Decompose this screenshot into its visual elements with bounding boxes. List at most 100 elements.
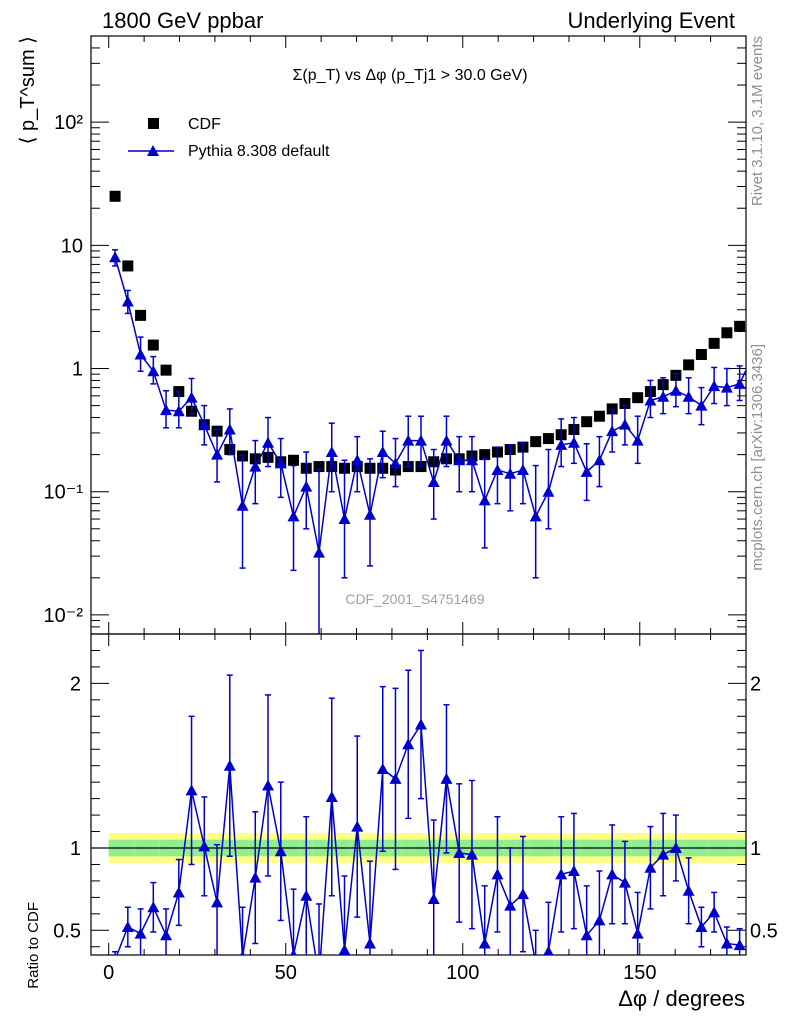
ratio-data-point [720,937,733,949]
pythia-data-point [223,423,236,435]
pythia-data-point [465,454,478,466]
ratio-data-point [440,772,453,784]
pythia-data-point [363,508,376,520]
ratio-data-point [325,790,338,802]
cdf-data-point [542,433,554,445]
ratio-data-point [516,888,529,900]
pythia-data-point [440,434,453,446]
pythia-data-point [389,457,402,469]
pythia-data-point [618,418,631,430]
ratio-y-tick-label-right: 0.5 [750,920,778,942]
header-left: 1800 GeV ppbar [102,8,263,33]
ratio-data-point [185,784,198,796]
ratio-data-point [708,906,721,918]
ratio-data-point [338,944,351,955]
ratio-data-point [172,886,185,898]
y-axis-title-ratio: Ratio to CDF [25,902,42,989]
pythia-data-point [631,434,644,446]
main-data [109,190,746,634]
pythia-data-point [504,467,517,479]
pythia-data-point [236,499,249,511]
pythia-data-point [249,460,262,472]
ratio-data-point [376,762,389,774]
pythia-data-point [338,513,351,525]
cdf-data-point [695,348,707,360]
plot-title: Σ(p_T) vs Δφ (p_Tj1 > 30.0 GeV) [292,67,527,84]
pythia-data-point [134,348,147,360]
pythia-data-point [376,446,389,458]
ratio-y-tick-label-right: 1 [750,838,761,860]
cdf-data-point [109,190,121,202]
pythia-data-point [529,510,542,522]
ratio-y-tick-label: 2 [70,673,81,695]
y-tick-label: 1 [72,359,83,381]
pythia-data-point [300,480,313,492]
ratio-y-tick-label: 0.5 [53,920,81,942]
ratio-data-point [240,950,245,955]
ratio-data-point [555,868,568,880]
y-tick-label: 10 [61,235,83,257]
ratio-data-point [198,840,211,852]
pythia-data-point [720,381,733,393]
cdf-data-point [721,327,733,339]
ratio-data-point [465,848,478,860]
ratio-data-point [606,868,619,880]
pythia-data-point [402,434,415,446]
ratio-plot-panel: 0 50 100 150 0.5 0.5 1 1 2 2 [53,633,778,984]
cdf-data-point [619,398,631,410]
ratio-data-point [504,899,517,911]
ratio-data-point [211,896,224,908]
pythia-data-point [733,377,746,389]
pythia-data-point [657,390,670,402]
ratio-data-point [682,884,695,896]
pythia-data-point [669,384,682,396]
ratio-data-point [593,914,606,926]
cdf-data-point [147,339,159,351]
pythia-data-point [185,391,198,403]
ratio-data-point [351,820,364,832]
rivet-label: Rivet 3.1.10, 3.1M events [749,36,766,206]
ratio-data-point [427,893,440,905]
ratio-data-point [363,937,376,949]
pythia-data-point [414,434,427,446]
ratio-data-point [543,945,554,955]
pythia-data-point [325,446,338,458]
ratio-data-point [290,949,297,955]
y-tick-label: 10² [54,112,83,134]
pythia-data-point [262,436,275,448]
cdf-data-point [708,337,720,349]
pythia-data-point [351,454,364,466]
pythia-data-point [198,418,211,430]
legend-cdf-label: CDF [188,116,221,133]
cdf-data-point [593,410,605,422]
ratio-data-point [147,901,160,913]
pythia-data-point [542,485,555,497]
pythia-data-point [708,380,721,392]
ratio-data-point [530,957,542,968]
pythia-data-point [580,465,593,477]
ratio-data-point [478,937,491,949]
ratio-data-point [414,718,427,730]
pythia-data-point [121,295,134,307]
pythia-data-point [287,510,300,522]
cdf-data-point [135,309,147,321]
pythia-data-point [478,494,491,506]
x-tick-label: 0 [103,962,114,984]
pythia-data-point [211,448,224,460]
mcplots-label: mcplots.cern.ch [arXiv:1306.3436] [749,344,766,571]
pythia-data-point [147,365,160,377]
ratio-data-point [453,846,466,858]
cdf-data-point [683,359,695,371]
main-plot-panel: 10⁻² 10⁻¹ 1 10 10² [44,35,747,635]
ratio-data-point [249,871,262,883]
ratio-data-point [733,939,746,951]
ratio-data-point [223,759,236,771]
pythia-data-point [274,457,287,469]
pythia-data-point [172,405,185,417]
ratio-data-point [262,779,275,791]
ratio-data-point [695,921,708,933]
pythia-data-point [567,436,580,448]
pythia-data-point [160,404,173,416]
cdf-data-point [122,260,134,272]
